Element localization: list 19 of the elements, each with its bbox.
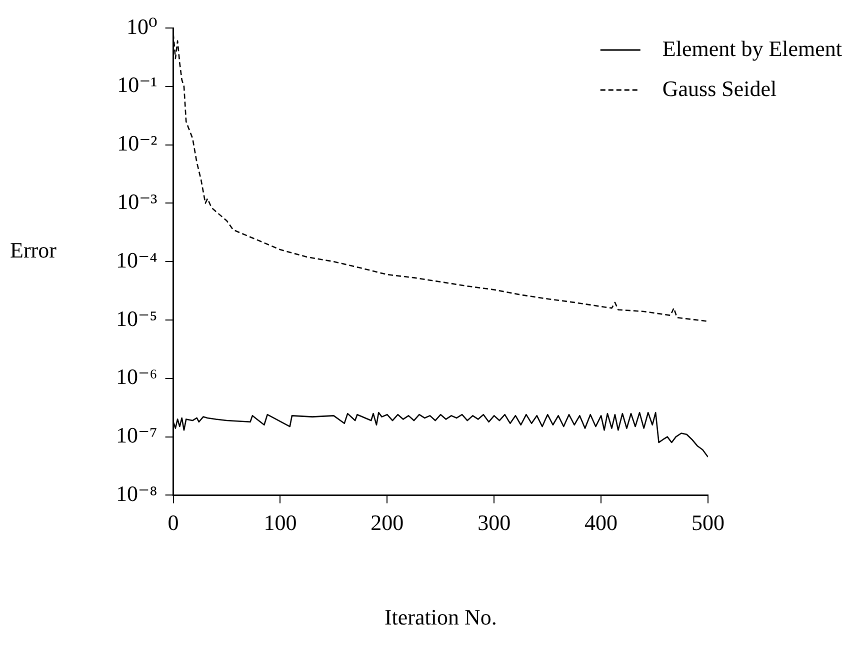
- x-tick-label: 500: [692, 510, 724, 536]
- x-tick-label: 100: [264, 510, 297, 536]
- legend-label: Element by Element: [662, 36, 842, 61]
- y-tick-label: 10⁻⁷: [116, 422, 158, 448]
- y-tick-label: 10⁰: [126, 14, 158, 39]
- y-tick-label: 10⁻³: [117, 188, 158, 214]
- legend-label: Gauss Seidel: [662, 76, 777, 101]
- y-tick-label: 10⁻⁶: [116, 364, 158, 390]
- y-axis-title: Error: [10, 237, 58, 262]
- x-axis-title: Iteration No.: [384, 604, 497, 630]
- y-tick-label: 10⁻²: [117, 130, 158, 156]
- y-tick-label: 10⁻¹: [117, 72, 158, 98]
- y-tick-label: 10⁻⁵: [116, 306, 158, 331]
- y-tick-label: 10⁻⁸: [116, 480, 158, 506]
- x-tick-label: 300: [478, 510, 511, 536]
- x-tick-label: 400: [584, 510, 618, 536]
- x-tick-label: 200: [370, 510, 404, 536]
- x-tick-label: 0: [168, 510, 179, 536]
- y-tick-label: 10⁻⁴: [116, 247, 158, 272]
